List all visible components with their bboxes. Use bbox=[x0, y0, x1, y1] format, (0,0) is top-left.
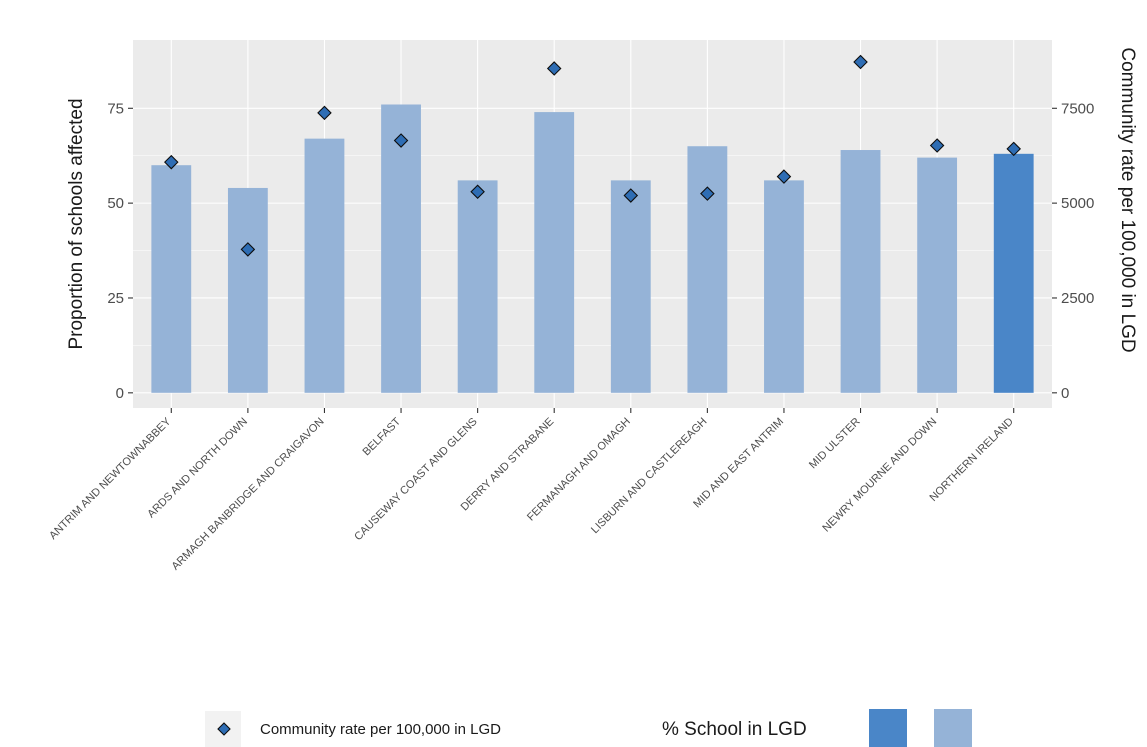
data-point bbox=[1006, 141, 1021, 157]
data-point bbox=[164, 154, 179, 170]
data-point bbox=[929, 138, 945, 153]
point-series bbox=[164, 54, 1021, 257]
legend: Community rate per 100,000 in LGD % Scho… bbox=[205, 709, 972, 747]
y2-tick-label: 5000 bbox=[1061, 195, 1094, 212]
x-tick-label: MID ULSTER bbox=[807, 416, 863, 472]
data-point bbox=[623, 188, 639, 203]
legend-swatch-dark bbox=[869, 709, 907, 747]
bar bbox=[151, 165, 192, 393]
legend-swatch-light bbox=[934, 709, 972, 747]
data-point bbox=[700, 186, 715, 201]
bar bbox=[304, 138, 345, 393]
y2-tick-label: 2500 bbox=[1061, 290, 1094, 307]
bar bbox=[610, 180, 651, 393]
y-tick-label: 0 bbox=[116, 385, 124, 402]
bar bbox=[993, 153, 1034, 393]
x-tick-label: CAUSEWAY COAST AND GLENS bbox=[352, 416, 480, 544]
y2-tick-label: 0 bbox=[1061, 385, 1069, 402]
y2-axis-title: Community rate per 100,000 in LGD bbox=[1117, 47, 1138, 352]
y-tick-label: 50 bbox=[107, 195, 124, 212]
bar bbox=[687, 146, 728, 393]
data-point bbox=[853, 54, 868, 70]
bar-series bbox=[151, 104, 1034, 393]
data-point bbox=[240, 242, 256, 257]
bar bbox=[381, 104, 421, 393]
legend-point-label: Community rate per 100,000 in LGD bbox=[260, 721, 501, 738]
data-point bbox=[546, 61, 562, 76]
x-tick-label: ARMAGH BANBRIDGE AND CRAIGAVON bbox=[170, 416, 327, 573]
x-tick-label: ANTRIM AND NEWTOWNABBEY bbox=[47, 415, 174, 542]
data-point bbox=[470, 184, 485, 200]
data-point bbox=[317, 105, 332, 121]
bar bbox=[457, 180, 498, 393]
legend-bar-title: % School in LGD bbox=[662, 719, 807, 740]
plot-panel bbox=[133, 40, 1052, 408]
x-tick-label: MID AND EAST ANTRIM bbox=[691, 416, 786, 511]
x-tick-label: BELFAST bbox=[361, 415, 404, 458]
bar bbox=[534, 112, 575, 393]
right-axis: 0 2500 5000 7500 bbox=[1052, 100, 1094, 402]
legend-point-marker bbox=[217, 722, 231, 736]
y2-tick-label: 7500 bbox=[1061, 100, 1094, 117]
y-tick-label: 75 bbox=[107, 100, 124, 117]
bar bbox=[917, 157, 958, 393]
y-axis-title: Proportion of schools affected bbox=[66, 98, 87, 349]
y-tick-label: 25 bbox=[107, 290, 124, 307]
bar bbox=[227, 187, 268, 393]
data-point bbox=[393, 133, 409, 148]
bar bbox=[764, 180, 804, 393]
bar bbox=[840, 150, 881, 393]
data-point bbox=[776, 169, 792, 184]
x-tick-label: NORTHERN IRELAND bbox=[928, 416, 1016, 504]
left-axis: 0 25 50 75 bbox=[107, 100, 133, 402]
